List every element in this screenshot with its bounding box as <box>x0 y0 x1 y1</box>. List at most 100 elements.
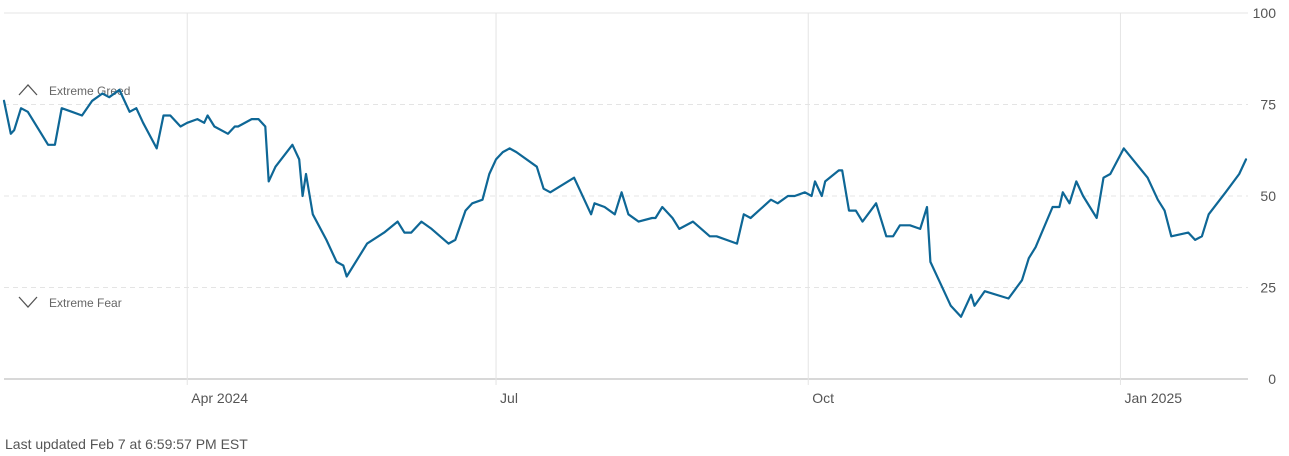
data-point-10 <box>91 100 93 102</box>
data-point-112 <box>984 290 986 292</box>
x-tick-label-2: Oct <box>812 390 834 406</box>
data-point-59 <box>509 148 511 150</box>
data-point-53 <box>465 210 467 212</box>
data-point-78 <box>692 221 694 223</box>
zone-markers: Extreme Greed Extreme Fear <box>18 84 130 310</box>
data-point-83 <box>750 217 752 219</box>
data-point-82 <box>743 214 745 216</box>
data-point-130 <box>1171 236 1173 238</box>
data-point-25 <box>214 126 216 128</box>
data-point-27 <box>234 126 236 128</box>
data-point-113 <box>1008 298 1010 300</box>
data-point-65 <box>580 192 582 194</box>
data-point-1 <box>10 133 12 135</box>
data-point-29 <box>251 118 253 120</box>
data-point-80 <box>716 236 718 238</box>
data-point-35 <box>298 159 300 161</box>
data-point-135 <box>1225 192 1227 194</box>
data-point-28 <box>237 126 239 128</box>
data-point-60 <box>516 151 518 153</box>
data-point-20 <box>180 126 182 128</box>
data-point-114 <box>1021 279 1023 281</box>
data-point-2 <box>13 129 15 131</box>
data-point-96 <box>855 210 857 212</box>
data-point-6 <box>54 144 56 146</box>
data-point-14 <box>129 111 131 113</box>
data-point-85 <box>777 203 779 205</box>
data-point-22 <box>197 118 199 120</box>
data-point-4 <box>27 111 29 113</box>
data-point-0 <box>3 100 5 102</box>
data-point-23 <box>203 122 205 124</box>
data-point-47 <box>404 232 406 234</box>
data-point-106 <box>930 261 932 263</box>
data-point-26 <box>227 133 229 135</box>
y-tick-label-75: 75 <box>1260 97 1276 113</box>
data-point-11 <box>102 93 104 95</box>
data-point-51 <box>448 243 450 245</box>
data-point-12 <box>108 96 110 98</box>
data-point-121 <box>1076 181 1078 183</box>
data-point-131 <box>1188 232 1190 234</box>
data-point-81 <box>736 243 738 245</box>
y-tick-label-0: 0 <box>1268 371 1276 387</box>
data-point-116 <box>1035 246 1037 248</box>
data-point-66 <box>590 214 592 216</box>
data-point-50 <box>431 228 433 230</box>
data-point-120 <box>1069 203 1071 205</box>
chevron-up-icon <box>18 84 38 96</box>
data-point-19 <box>170 115 172 117</box>
data-point-100 <box>886 236 888 238</box>
data-point-7 <box>61 107 63 109</box>
data-point-84 <box>770 199 772 201</box>
data-point-79 <box>709 236 711 238</box>
grid-lines <box>4 12 1248 385</box>
data-point-31 <box>265 126 267 128</box>
data-point-89 <box>811 195 813 197</box>
data-point-56 <box>489 173 491 175</box>
data-point-95 <box>848 210 850 212</box>
data-point-43 <box>360 254 362 256</box>
data-point-34 <box>292 144 294 146</box>
data-point-98 <box>875 203 877 205</box>
data-point-134 <box>1208 214 1210 216</box>
data-point-54 <box>472 203 474 205</box>
chevron-down-icon <box>18 296 38 308</box>
data-point-126 <box>1123 148 1125 150</box>
data-point-61 <box>536 166 538 168</box>
data-point-15 <box>136 107 138 109</box>
data-point-68 <box>604 206 606 208</box>
data-point-42 <box>346 276 348 278</box>
data-point-124 <box>1103 177 1105 179</box>
data-point-77 <box>679 228 681 230</box>
data-point-133 <box>1201 236 1203 238</box>
data-point-87 <box>794 195 796 197</box>
x-tick-label-0: Apr 2024 <box>191 390 248 406</box>
data-point-41 <box>343 265 345 267</box>
y-axis-ticks: 0 25 50 75 100 <box>1253 5 1277 387</box>
data-point-46 <box>397 221 399 223</box>
data-point-58 <box>502 151 504 153</box>
data-point-49 <box>421 221 423 223</box>
data-point-13 <box>119 89 121 91</box>
data-point-92 <box>824 181 826 183</box>
data-point-33 <box>275 166 277 168</box>
data-point-94 <box>841 170 843 172</box>
data-point-102 <box>899 225 901 227</box>
data-point-32 <box>268 181 270 183</box>
data-point-117 <box>1052 206 1054 208</box>
data-point-72 <box>638 221 640 223</box>
data-point-86 <box>787 195 789 197</box>
data-point-64 <box>573 177 575 179</box>
data-point-9 <box>81 115 83 117</box>
data-point-5 <box>47 144 49 146</box>
data-point-119 <box>1062 192 1064 194</box>
data-point-97 <box>862 221 864 223</box>
data-point-39 <box>326 239 328 241</box>
data-point-93 <box>838 170 840 172</box>
data-point-36 <box>302 195 304 197</box>
data-point-24 <box>207 115 209 117</box>
data-point-30 <box>258 118 260 120</box>
data-point-99 <box>879 214 881 216</box>
data-point-111 <box>974 305 976 307</box>
